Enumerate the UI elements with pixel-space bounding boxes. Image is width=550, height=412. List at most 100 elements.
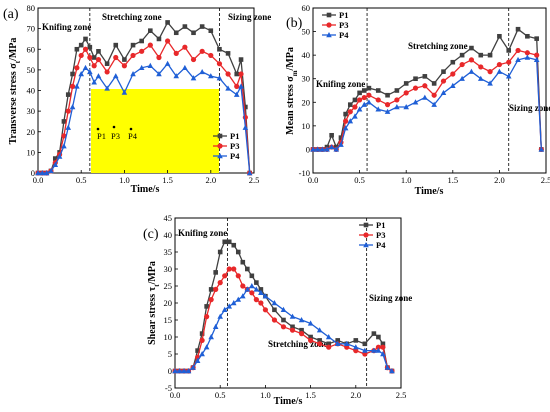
data-point-triangle <box>74 83 80 89</box>
data-point-square <box>78 42 84 48</box>
data-point-triangle <box>298 317 305 323</box>
data-point-triangle <box>69 104 76 110</box>
data-point-square <box>61 119 67 124</box>
data-point-triangle <box>216 75 223 81</box>
data-point-circle <box>222 273 228 279</box>
panel-label: (b) <box>286 16 303 31</box>
y-tick-label: 30 <box>27 106 36 116</box>
data-point-triangle <box>280 306 287 312</box>
data-point-square <box>254 280 259 285</box>
data-point-triangle <box>505 73 512 79</box>
legend-label: P3 <box>376 230 385 240</box>
data-point-triangle <box>347 118 354 124</box>
inset-label-p4: P4 <box>128 131 138 141</box>
data-point-circle <box>199 337 205 343</box>
data-point-circle <box>375 97 381 103</box>
data-point-triangle <box>156 71 162 77</box>
y-axis-title-main: Transverse stress σ <box>8 63 19 145</box>
data-point-circle <box>412 85 419 91</box>
axis-ticks: 0.0 0.5 1.0 1.5 2.0 2.5 -10 0 10 20 30 40 50 60 <box>299 3 550 185</box>
x-tick-label: 0.0 <box>170 390 181 400</box>
data-point-circle <box>253 297 259 303</box>
data-point-triangle <box>233 91 240 97</box>
y-tick-label: 20 <box>164 298 173 308</box>
data-point-circle <box>139 48 145 54</box>
y-tick-label: 40 <box>27 86 36 96</box>
data-point-square <box>441 69 446 74</box>
data-point-triangle <box>362 347 368 353</box>
x-tick-label: 2.5 <box>396 390 407 400</box>
data-point-circle <box>262 307 268 313</box>
data-point-square <box>380 341 386 347</box>
y-tick-label: 0 <box>306 144 310 154</box>
y-tick-label: 20 <box>27 127 36 137</box>
x-tick-label: 1.5 <box>305 390 316 400</box>
data-point-triangle <box>307 320 314 326</box>
data-point-circle <box>65 108 71 114</box>
data-point-square <box>394 88 400 93</box>
data-point-square <box>366 85 372 91</box>
data-point-square <box>362 341 368 347</box>
y-axis-title-unit: /MPa <box>147 261 158 285</box>
data-point-circle <box>249 290 255 296</box>
data-point-square <box>74 46 80 52</box>
data-point-triangle <box>87 68 93 75</box>
data-point-triangle <box>366 99 372 105</box>
data-point-square <box>235 249 241 255</box>
data-point-triangle <box>56 153 63 159</box>
data-point-circle <box>357 97 363 103</box>
data-point-triangle <box>138 64 145 71</box>
data-point-triangle <box>361 101 368 107</box>
data-point-circle <box>431 92 437 98</box>
data-point-triangle <box>468 68 475 74</box>
data-point-triangle <box>342 125 349 131</box>
panel-label: (a) <box>3 7 19 22</box>
data-point-triangle <box>185 368 192 374</box>
data-point-circle <box>238 71 244 77</box>
data-point-circle <box>375 344 381 350</box>
data-point-square <box>299 327 304 333</box>
data-point-square <box>208 28 214 33</box>
data-point-circle <box>74 65 80 71</box>
data-point-square <box>148 28 153 33</box>
data-point-square <box>191 30 196 36</box>
data-point-triangle <box>176 368 183 374</box>
data-point-circle <box>234 83 240 89</box>
zone-label-stretching: Stretching zone <box>268 339 328 349</box>
inset-point <box>112 125 116 129</box>
axis-ticks: 0.0 0.5 1.0 1.5 2.0 2.5 0 10 20 30 40 50 60 70 80 <box>27 3 260 185</box>
legend-label: P4 <box>230 151 240 161</box>
x-tick-label: 2.0 <box>494 175 505 185</box>
zone-label-knifing: Knifing zone <box>42 22 91 32</box>
data-point-triangle <box>328 144 335 150</box>
data-point-circle <box>450 71 456 77</box>
data-point-square <box>213 270 218 275</box>
data-point-circle <box>82 46 89 52</box>
data-point-square <box>385 92 390 98</box>
data-point-square <box>403 81 409 86</box>
data-point-triangle <box>238 83 244 89</box>
panel-label: (c) <box>143 227 159 242</box>
data-point-triangle <box>375 106 382 112</box>
inset-patch <box>91 89 219 173</box>
data-point-triangle <box>356 106 363 112</box>
data-point-triangle <box>104 85 110 91</box>
data-point-square <box>361 88 367 93</box>
y-tick-label: -5 <box>165 383 172 393</box>
data-point-triangle <box>230 300 237 306</box>
data-point-square <box>130 42 136 48</box>
inset-label-p3: P3 <box>111 131 120 141</box>
data-point-triangle <box>61 143 67 149</box>
x-axis-title: Time/s <box>274 396 303 407</box>
data-point-triangle <box>130 71 136 77</box>
data-point-circle <box>217 280 223 286</box>
data-point-square <box>139 38 144 44</box>
data-point-triangle <box>203 344 210 350</box>
data-point-triangle <box>240 293 246 299</box>
data-point-square <box>65 92 71 97</box>
data-point-circle <box>216 61 223 67</box>
y-tick-label: 50 <box>27 65 36 75</box>
data-point-triangle <box>289 313 296 319</box>
data-point-triangle <box>225 85 231 91</box>
legend-label: P1 <box>376 220 385 230</box>
